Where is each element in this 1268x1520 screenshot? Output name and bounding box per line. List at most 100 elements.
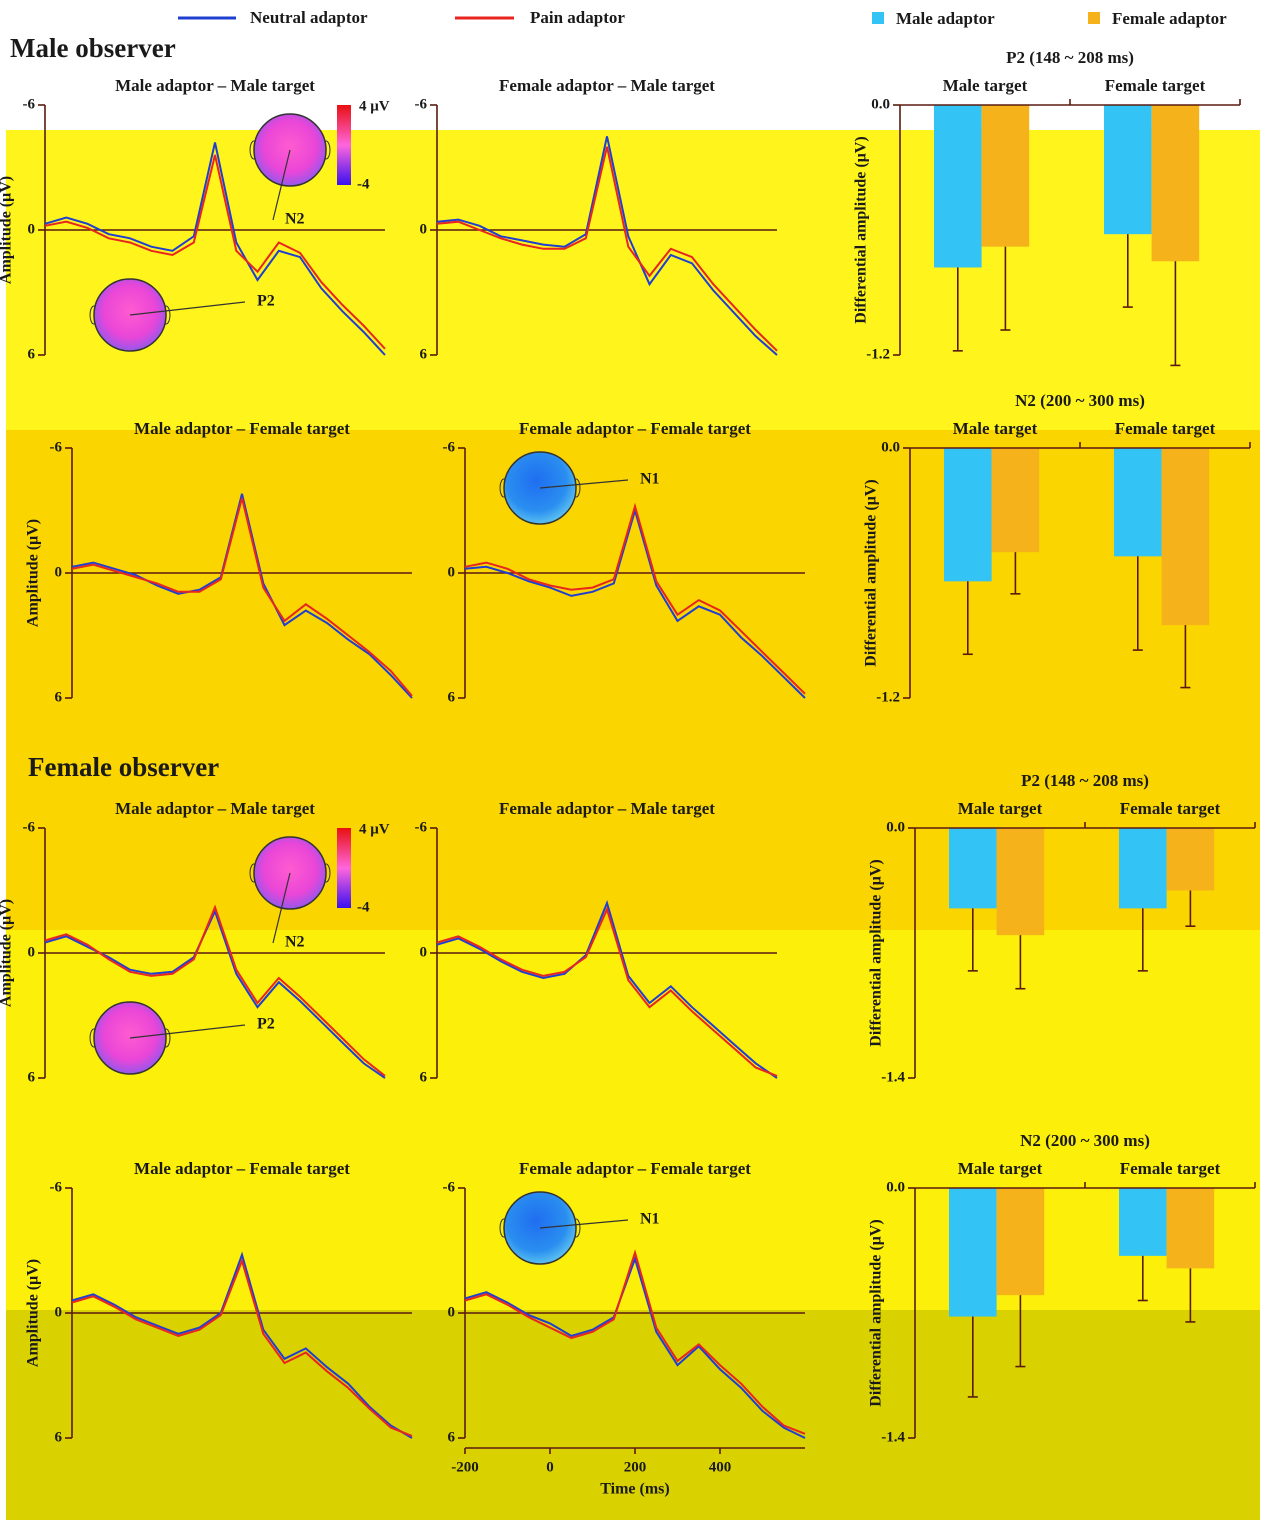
bar	[1162, 448, 1210, 625]
x-tick-label: 400	[709, 1459, 732, 1475]
annotation: N1	[640, 1211, 660, 1228]
bar	[1167, 1188, 1215, 1268]
bar	[949, 828, 997, 908]
y-tick-label: -1.4	[881, 1429, 905, 1445]
y-tick-label: 0	[420, 944, 428, 960]
bar	[997, 828, 1045, 935]
bar	[1119, 828, 1167, 908]
section-title: Male observer	[10, 33, 176, 63]
bar	[934, 105, 982, 268]
y-tick-label: 0	[28, 221, 36, 237]
panel-title: Male adaptor – Male target	[115, 799, 315, 818]
background	[6, 430, 1260, 930]
annotation: P2	[257, 293, 275, 310]
y-axis-label: Amplitude (μV)	[0, 899, 15, 1007]
y-tick-label: 6	[28, 346, 36, 362]
colorbar-label: 4 μV	[359, 98, 390, 114]
category-label: Female target	[1115, 419, 1216, 438]
y-tick-label: -6	[50, 439, 63, 455]
bar	[949, 1188, 997, 1317]
y-axis-label: Differential amplitude (μV)	[868, 1219, 885, 1406]
y-tick-label: 0.0	[871, 96, 890, 112]
panel-title: Female adaptor – Male target	[499, 76, 715, 95]
legend-label: Neutral adaptor	[250, 8, 368, 27]
panel-title: Male adaptor – Female target	[134, 419, 350, 438]
legend-swatch	[872, 12, 884, 24]
y-tick-label: 0	[28, 944, 36, 960]
y-tick-label: 0.0	[881, 439, 900, 455]
colorbar-label: -4	[357, 176, 370, 192]
y-tick-label: 6	[448, 689, 456, 705]
panel-title: N2 (200 ~ 300 ms)	[1015, 391, 1145, 410]
y-tick-label: 0.0	[886, 819, 905, 835]
panel-title: Female adaptor – Female target	[519, 419, 751, 438]
bar	[1104, 105, 1152, 234]
annotation: N2	[285, 211, 305, 228]
category-label: Male target	[953, 419, 1038, 438]
panel-title: Male adaptor – Female target	[134, 1159, 350, 1178]
y-tick-label: -1.2	[876, 689, 900, 705]
colorbar-label: -4	[357, 899, 370, 915]
y-axis-label: Amplitude (μV)	[25, 1259, 42, 1367]
y-tick-label: -6	[50, 1179, 63, 1195]
colorbar	[337, 105, 351, 185]
legend-label: Female adaptor	[1112, 9, 1227, 28]
colorbar	[337, 828, 351, 908]
panel-title: Male adaptor – Male target	[115, 76, 315, 95]
x-tick-label: 200	[624, 1459, 647, 1475]
y-tick-label: 6	[420, 1069, 428, 1085]
x-tick-label: 0	[546, 1459, 554, 1475]
y-tick-label: 0	[420, 221, 428, 237]
category-label: Male target	[943, 76, 1028, 95]
x-axis-label: Time (ms)	[600, 1481, 669, 1498]
y-tick-label: -6	[23, 96, 36, 112]
y-tick-label: 0	[448, 564, 456, 580]
y-tick-label: 0.0	[886, 1179, 905, 1195]
bar	[997, 1188, 1045, 1295]
y-tick-label: 0	[55, 1304, 63, 1320]
y-tick-label: -6	[443, 1179, 456, 1195]
annotation: N2	[285, 934, 305, 951]
category-label: Female target	[1120, 799, 1221, 818]
y-tick-label: -1.4	[881, 1069, 905, 1085]
colorbar-label: 4 μV	[359, 821, 390, 837]
panel-title: P2 (148 ~ 208 ms)	[1006, 48, 1134, 67]
panel-title: Female adaptor – Female target	[519, 1159, 751, 1178]
y-tick-label: 6	[28, 1069, 36, 1085]
figure: Neutral adaptor Pain adaptor Male adapto…	[0, 0, 1268, 1520]
panel-title: N2 (200 ~ 300 ms)	[1020, 1131, 1150, 1150]
panel-title: P2 (148 ~ 208 ms)	[1021, 771, 1149, 790]
y-axis-label: Differential amplitude (μV)	[868, 859, 885, 1046]
y-axis-label: Amplitude (μV)	[25, 519, 42, 627]
bar	[982, 105, 1030, 247]
legend-label: Male adaptor	[896, 9, 995, 28]
legend-swatch	[1088, 12, 1100, 24]
category-label: Female target	[1105, 76, 1206, 95]
y-tick-label: -6	[415, 96, 428, 112]
y-tick-label: -6	[415, 819, 428, 835]
y-tick-label: 0	[55, 564, 63, 580]
bar	[1119, 1188, 1167, 1256]
bar	[992, 448, 1040, 552]
panel-title: Female adaptor – Male target	[499, 799, 715, 818]
y-tick-label: 6	[55, 1429, 63, 1445]
category-label: Female target	[1120, 1159, 1221, 1178]
y-axis-label: Differential amplitude (μV)	[853, 136, 870, 323]
y-tick-label: 6	[55, 689, 63, 705]
bar	[1152, 105, 1200, 261]
y-tick-label: 6	[420, 346, 428, 362]
bar	[1114, 448, 1162, 556]
annotation: P2	[257, 1016, 275, 1033]
y-tick-label: -6	[443, 439, 456, 455]
x-tick-label: -200	[451, 1459, 479, 1475]
background	[6, 130, 1260, 430]
y-tick-label: 6	[448, 1429, 456, 1445]
y-axis-label: Differential amplitude (μV)	[863, 479, 880, 666]
section-title: Female observer	[28, 752, 219, 782]
y-tick-label: 0	[448, 1304, 456, 1320]
category-label: Male target	[958, 799, 1043, 818]
bar	[944, 448, 992, 581]
bar	[1167, 828, 1215, 891]
y-axis-label: Amplitude (μV)	[0, 176, 15, 284]
legend-label: Pain adaptor	[530, 8, 625, 27]
